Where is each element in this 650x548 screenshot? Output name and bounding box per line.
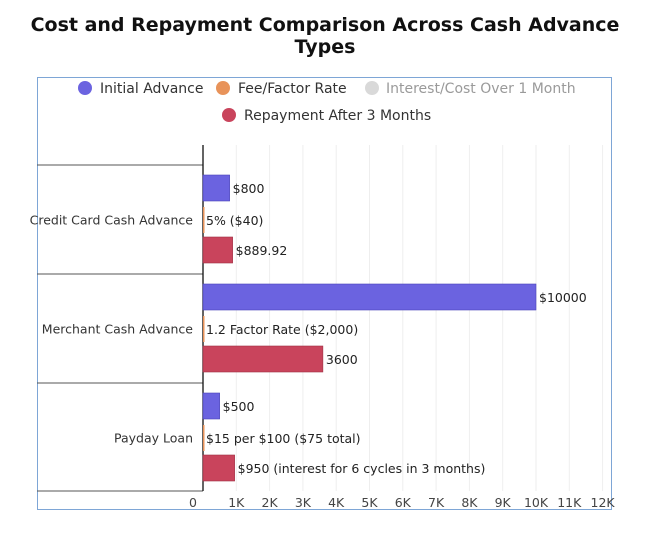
legend-label: Fee/Factor Rate bbox=[238, 81, 347, 97]
legend-marker bbox=[78, 81, 92, 95]
category-label: Payday Loan bbox=[114, 431, 193, 446]
legend-label: Initial Advance bbox=[100, 81, 203, 97]
data-label: $889.92 bbox=[236, 243, 288, 258]
x-tick-label: 0 bbox=[189, 495, 197, 510]
data-label: $950 (interest for 6 cycles in 3 months) bbox=[238, 461, 486, 476]
bar-initial-advance bbox=[202, 392, 220, 420]
bar-fee-factor-rate bbox=[203, 316, 205, 342]
legend-marker bbox=[222, 108, 236, 122]
x-tick-label: 10K bbox=[524, 495, 549, 510]
legend-label: Repayment After 3 Months bbox=[244, 108, 431, 124]
data-label: 5% ($40) bbox=[206, 213, 263, 228]
bar-fee-factor-rate bbox=[203, 425, 205, 451]
x-tick-label: 3K bbox=[295, 495, 312, 510]
x-tick-label: 1K bbox=[228, 495, 245, 510]
x-tick-label: 12K bbox=[591, 495, 616, 510]
bar-repayment-3-months bbox=[202, 345, 324, 373]
x-tick-label: 6K bbox=[395, 495, 412, 510]
data-label: $15 per $100 ($75 total) bbox=[206, 431, 361, 446]
bar-initial-advance bbox=[202, 174, 230, 202]
x-tick-label: 4K bbox=[328, 495, 345, 510]
bar-initial-advance bbox=[202, 283, 537, 311]
x-tick-label: 7K bbox=[428, 495, 445, 510]
legend-label: Interest/Cost Over 1 Month bbox=[386, 81, 576, 97]
bar-repayment-3-months bbox=[202, 454, 235, 482]
x-tick-label: 2K bbox=[262, 495, 279, 510]
legend-marker bbox=[216, 81, 230, 95]
data-label: 1.2 Factor Rate ($2,000) bbox=[206, 322, 358, 337]
category-label: Credit Card Cash Advance bbox=[30, 213, 194, 228]
data-label: 3600 bbox=[326, 352, 358, 367]
legend-marker bbox=[365, 81, 379, 95]
x-tick-label: 8K bbox=[461, 495, 478, 510]
category-label: Merchant Cash Advance bbox=[42, 322, 194, 337]
data-label: $10000 bbox=[539, 290, 587, 305]
x-tick-label: 11K bbox=[557, 495, 582, 510]
x-tick-label: 9K bbox=[495, 495, 512, 510]
data-label: $800 bbox=[233, 181, 265, 196]
bar-fee-factor-rate bbox=[203, 207, 205, 233]
data-label: $500 bbox=[223, 399, 255, 414]
x-tick-label: 5K bbox=[361, 495, 378, 510]
plot-frame bbox=[37, 77, 612, 510]
bar-repayment-3-months bbox=[202, 236, 233, 264]
chart-title: Cost and Repayment Comparison Across Cas… bbox=[30, 14, 620, 58]
